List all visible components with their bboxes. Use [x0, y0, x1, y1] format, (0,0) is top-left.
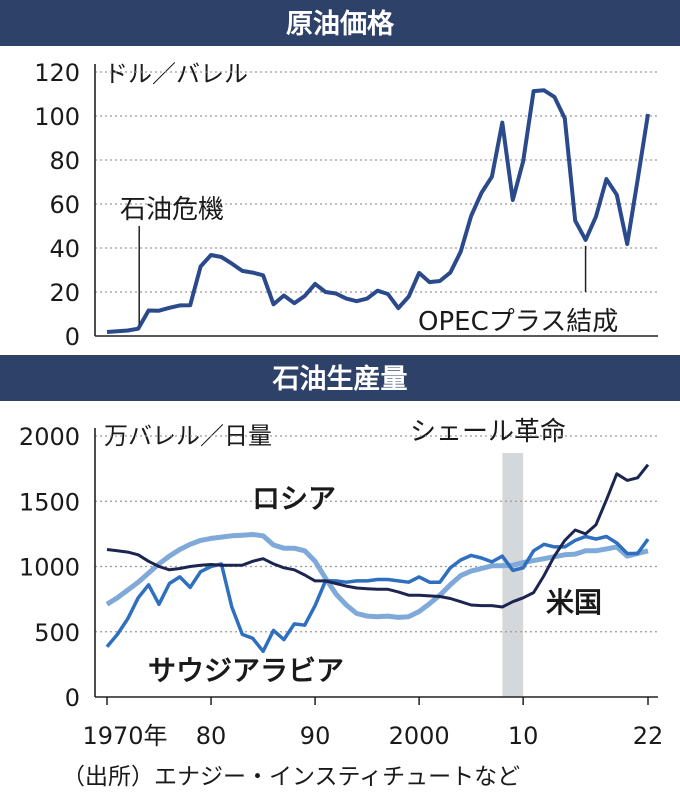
shale-revolution-label: シェール革命	[410, 417, 566, 447]
oil-production-y-tick-label: 1000	[19, 554, 80, 582]
oil-price-unit-label: ドル／バレル	[104, 60, 248, 88]
oil-price-y-tick-label: 100	[34, 103, 80, 131]
oil-price-y-tick-label: 40	[49, 235, 80, 263]
oil-production-y-ticks: 0 500 1000 1500 2000	[19, 423, 80, 712]
x-tick-label: 90	[300, 722, 331, 750]
oil-price-plot	[106, 88, 650, 334]
x-tick-label: 10	[508, 722, 539, 750]
source-note: （出所）エナジー・インスティチュートなど	[62, 764, 520, 790]
russia-series-label: ロシア	[252, 482, 336, 515]
x-tick-label: 22	[633, 722, 664, 750]
x-tick-label: 80	[196, 722, 227, 750]
oil-crisis-annotation: 石油危機	[120, 195, 224, 225]
oil-production-gridlines	[94, 428, 658, 698]
oil-price-y-ticks: 0 20 40 60 80 100 120	[34, 59, 80, 351]
saudi-line	[105, 534, 650, 654]
oil-price-y-tick-label: 80	[49, 147, 80, 175]
us-line	[106, 463, 650, 609]
oil-production-plot	[105, 463, 650, 654]
oil-production-panel-title: 石油生産量	[272, 363, 408, 395]
oil-price-panel-title: 原油価格	[286, 9, 395, 40]
opec-plus-annotation: OPECプラス結成	[418, 307, 618, 337]
oil-production-y-tick-label: 2000	[19, 423, 80, 451]
oil-price-panel-header	[0, 0, 680, 46]
x-tick-label: 1970年	[82, 722, 167, 750]
oil-production-x-ticks: 1970年 80 90 2000 10 22	[82, 697, 663, 750]
oil-price-y-tick-label: 120	[34, 59, 80, 87]
oil-price-y-tick-label: 0	[65, 323, 80, 351]
oil-production-panel-header	[0, 355, 680, 401]
saudi-series-label: サウジアラビア	[148, 654, 344, 687]
russia-line	[105, 532, 649, 620]
oil-price-y-tick-label: 60	[49, 191, 80, 219]
oil-price-y-tick-label: 20	[49, 279, 80, 307]
oil-price-line	[106, 88, 650, 334]
x-tick-label: 2000	[389, 722, 450, 750]
oil-production-y-tick-label: 500	[34, 619, 80, 647]
oil-production-y-tick-label: 1500	[19, 488, 80, 516]
us-series-label: 米国	[546, 586, 602, 619]
oil-production-y-tick-label: 0	[65, 684, 80, 712]
shale-revolution-band	[502, 453, 524, 697]
